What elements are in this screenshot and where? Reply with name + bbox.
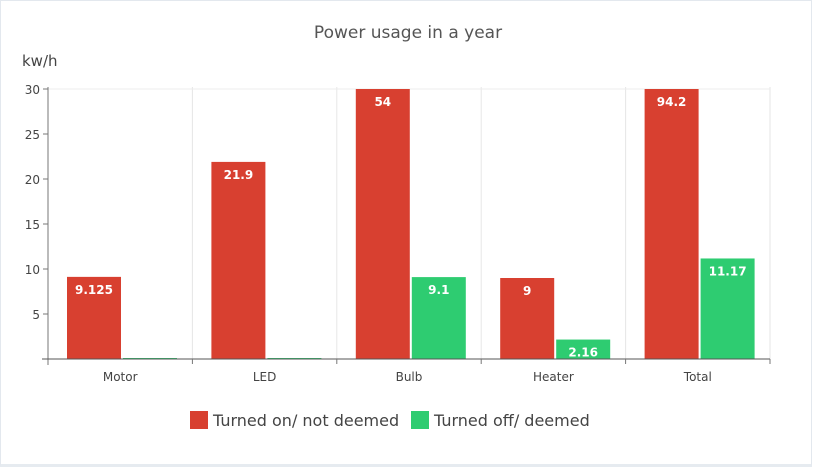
x-tick-label: Heater xyxy=(533,370,574,384)
y-tick-label: 10 xyxy=(25,263,40,277)
y-tick-label: 30 xyxy=(25,83,40,97)
bar xyxy=(500,278,555,359)
data-label: 9.125 xyxy=(75,283,113,297)
data-label: 11.17 xyxy=(709,264,747,278)
bar xyxy=(67,276,121,359)
legend-swatch xyxy=(411,411,429,429)
x-tick-label: Motor xyxy=(103,370,138,384)
x-tick-label: Bulb xyxy=(396,370,423,384)
y-tick-label: 25 xyxy=(25,128,40,142)
x-tick-label: Total xyxy=(683,370,712,384)
bars: 9.125 21.9 54 9 94.2 9.1 2.16 11.17 xyxy=(67,89,755,360)
data-label: 9 xyxy=(523,284,531,298)
legend-label: Turned on/ not deemed xyxy=(212,411,399,430)
legend: Turned on/ not deemed Turned off/ deemed xyxy=(190,411,590,430)
x-tick-label: LED xyxy=(253,370,277,384)
bar xyxy=(700,258,755,359)
data-label: 94.2 xyxy=(657,95,687,109)
y-tick-label: 5 xyxy=(32,308,40,322)
bar xyxy=(644,89,699,359)
bar xyxy=(556,339,611,359)
y-axis-label: kw/h xyxy=(22,52,58,70)
legend-label: Turned off/ deemed xyxy=(433,411,590,430)
bar xyxy=(211,161,266,359)
chart-title: Power usage in a year xyxy=(314,23,502,43)
data-label: 2.16 xyxy=(568,346,598,360)
bar xyxy=(411,277,466,359)
bar xyxy=(355,89,410,359)
y-tick-label: 20 xyxy=(25,173,40,187)
data-label: 21.9 xyxy=(224,168,254,182)
y-tick-label: 15 xyxy=(25,218,40,232)
data-label: 54 xyxy=(374,95,391,109)
axes: 5 10 15 20 25 30 Motor LED Bulb Heater Total xyxy=(25,83,771,384)
legend-swatch xyxy=(190,411,208,429)
data-label: 9.1 xyxy=(428,283,449,297)
